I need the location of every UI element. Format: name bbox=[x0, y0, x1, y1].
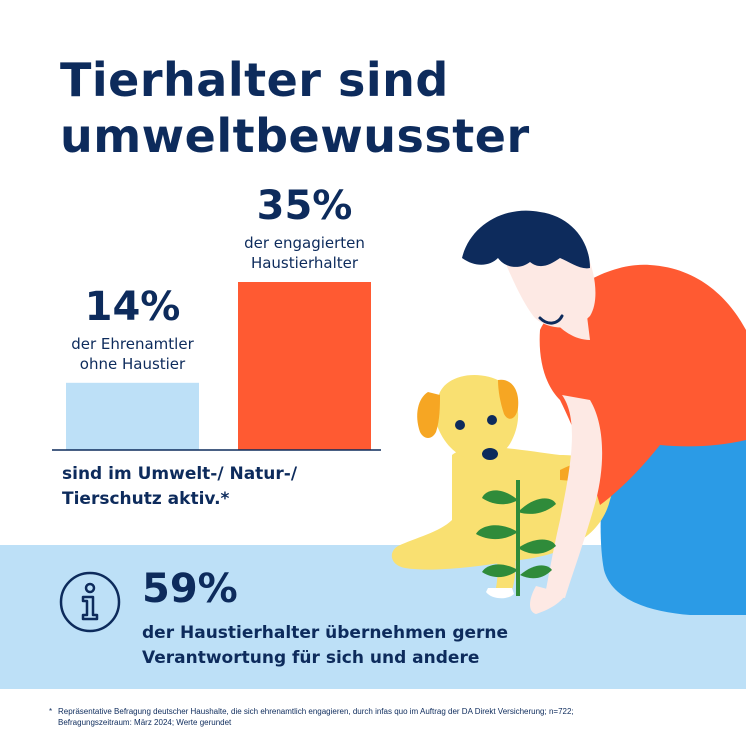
plant-leaf bbox=[482, 490, 518, 505]
page-title: Tierhalter sind umweltbewusster bbox=[60, 52, 530, 164]
footer bbox=[0, 689, 746, 746]
title-line: Tierhalter sind bbox=[60, 53, 449, 107]
dog-head bbox=[435, 374, 519, 461]
info-text-line: der Haustierhalter übernehmen gerne bbox=[142, 623, 509, 643]
man-hand bbox=[530, 586, 566, 614]
info-text: der Haustierhalter übernehmen gerne Vera… bbox=[142, 621, 508, 671]
bar-chart bbox=[52, 282, 381, 451]
info-value: 59% bbox=[142, 566, 238, 612]
plant-leaf bbox=[520, 565, 552, 579]
bar-caption-line: der engagierten bbox=[244, 234, 365, 252]
bar-value-label: 35% bbox=[256, 183, 353, 229]
chart-caption-line: sind im Umwelt-/ Natur-/ bbox=[62, 464, 298, 484]
footnote: * Repräsentative Befragung deutscher Hau… bbox=[49, 706, 698, 728]
bar bbox=[238, 282, 371, 450]
chart-caption-line: Tierschutz aktiv.* bbox=[62, 489, 230, 509]
bar-caption-line: ohne Haustier bbox=[79, 354, 186, 373]
bar-value-label: 14% bbox=[84, 283, 181, 330]
footnote-marker: * bbox=[49, 707, 53, 716]
plant-leaf bbox=[476, 525, 518, 540]
chart-caption: sind im Umwelt-/ Natur-/ Tierschutz akti… bbox=[62, 462, 297, 512]
man-eye bbox=[538, 314, 564, 325]
bar-caption: der Ehrenamtler ohne Haustier bbox=[46, 334, 219, 374]
bar-caption-line: der Ehrenamtler bbox=[71, 334, 194, 353]
footnote-line: Befragungszeitraum: März 2024; Werte ger… bbox=[58, 718, 232, 727]
dog-ear bbox=[417, 392, 440, 438]
man-hair bbox=[462, 210, 590, 269]
man-arm bbox=[545, 395, 603, 598]
dog-eye bbox=[455, 420, 465, 430]
footnote-line: Repräsentative Befragung deutscher Haush… bbox=[58, 707, 574, 716]
info-icon bbox=[59, 571, 121, 633]
plant-leaf bbox=[518, 498, 556, 514]
bar bbox=[66, 382, 199, 450]
title-line: umweltbewusster bbox=[60, 109, 530, 163]
dog-paw bbox=[486, 588, 514, 599]
dog-eye bbox=[487, 415, 497, 425]
illustration bbox=[391, 210, 746, 615]
bar-caption-line: Haustierhalter bbox=[250, 254, 359, 272]
dog-ear bbox=[498, 379, 519, 419]
info-text-line: Verantwortung für sich und andere bbox=[142, 648, 480, 668]
plant-leaf bbox=[518, 539, 556, 554]
dog-nose bbox=[482, 448, 498, 460]
plant-leaf bbox=[482, 564, 518, 578]
bar-caption: der engagierten Haustierhalter bbox=[218, 233, 391, 273]
